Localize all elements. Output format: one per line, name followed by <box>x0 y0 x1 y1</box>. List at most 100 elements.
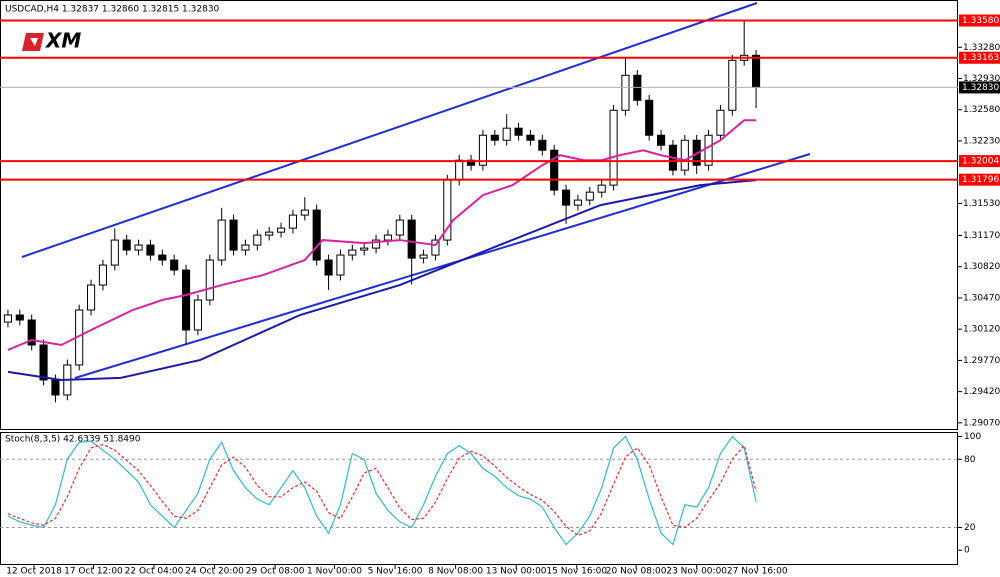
x-tick-label: 17 Oct 12:00 <box>64 567 123 577</box>
candle-body <box>502 127 511 141</box>
candle-body <box>562 189 571 206</box>
candle-body <box>585 191 594 201</box>
x-tick-label: 29 Oct 08:00 <box>246 567 305 577</box>
candle-body <box>348 249 357 256</box>
candle-body <box>3 314 12 323</box>
y-tick-label: 1.31530 <box>963 199 1000 209</box>
y-tick-label: 1.29420 <box>963 387 1000 397</box>
channel-upper <box>21 2 758 258</box>
stoch-title: Stoch(8,3,5) 42.6339 51.8490 <box>5 435 141 445</box>
candle-body <box>146 244 155 256</box>
logo: XM <box>22 29 81 53</box>
y-tick-label: 1.29070 <box>963 418 1000 428</box>
level-label: 1.33163 <box>962 53 999 63</box>
x-tick-label: 22 Oct 04:00 <box>125 567 184 577</box>
level-box <box>959 51 1000 64</box>
candle-body <box>609 109 618 186</box>
candle-body <box>716 109 725 136</box>
candle-body <box>372 239 381 249</box>
candle-body <box>538 139 547 151</box>
candle-body <box>229 219 238 251</box>
candle-body <box>490 134 499 141</box>
plot: 1.33280 1.32930 1.32580 1.32230 1.31530 1.311… <box>0 14 1000 577</box>
candle-body <box>383 234 392 241</box>
level-label: 1.32004 <box>962 157 999 167</box>
y-tick-label: 1.32580 <box>963 105 1000 115</box>
candle-body <box>324 259 333 276</box>
candle-body <box>645 99 654 136</box>
candle-body <box>98 264 107 286</box>
candle-body <box>193 299 202 331</box>
candle-body <box>205 259 214 301</box>
candle-body <box>336 254 345 276</box>
chart-title: USDCAD,H4 1.32837 1.32860 1.32815 1.3283… <box>5 5 220 15</box>
candle-body <box>110 239 119 266</box>
candle-body <box>407 219 416 259</box>
candle-body <box>419 254 428 259</box>
candle-body <box>514 127 523 136</box>
candle-body <box>27 319 36 346</box>
y-tick-label: 0 <box>964 546 970 556</box>
candle-body <box>300 209 309 216</box>
y-tick-label: 1.32930 <box>963 74 1000 84</box>
x-tick-label: 8 Nov 08:00 <box>428 567 483 577</box>
candle-body <box>217 219 226 261</box>
candle-body <box>241 244 250 251</box>
level-box <box>959 14 1000 27</box>
level-label: 1.33580 <box>962 16 999 26</box>
x-tick-label: 27 Nov 16:00 <box>727 567 788 577</box>
moving-average <box>7 119 757 351</box>
candle-body <box>431 239 440 256</box>
current-price-box <box>959 81 1000 94</box>
y-tick-label: 100 <box>964 432 981 442</box>
candle-body <box>573 199 582 206</box>
channel-lower <box>74 153 811 379</box>
y-tick-label: 1.32230 <box>963 136 1000 146</box>
price-panel-frame <box>0 0 958 430</box>
x-tick-label: 15 Nov 16:00 <box>546 567 607 577</box>
level-box <box>959 155 1000 168</box>
candle-body <box>170 259 179 271</box>
candle-body <box>134 244 143 251</box>
candle-body <box>657 134 666 146</box>
level-label: 1.31796 <box>962 175 999 185</box>
y-tick-label: 20 <box>964 523 976 533</box>
x-tick-label: 1 Nov 00:00 <box>307 567 362 577</box>
candle-body <box>158 254 167 261</box>
logo-mark-inner <box>30 38 38 46</box>
y-tick-label: 1.31170 <box>963 231 1000 241</box>
candle-body <box>597 184 606 193</box>
candle-body <box>455 159 464 181</box>
y-tick-label: 1.30820 <box>963 262 1000 272</box>
candle-body <box>395 219 404 236</box>
candle-body <box>122 239 131 251</box>
logo-text: XM <box>44 29 81 53</box>
candle-body <box>728 59 737 111</box>
candle-body <box>680 139 689 171</box>
candle-body <box>526 134 535 141</box>
candle-body <box>182 269 191 331</box>
stoch-panel-frame <box>0 432 958 565</box>
candle-body <box>360 247 369 251</box>
y-tick-label: 1.30470 <box>963 293 1000 303</box>
level-box <box>959 173 1000 186</box>
candle-body <box>478 134 487 166</box>
current-price-label: 1.32830 <box>962 83 999 93</box>
candle-body <box>621 74 630 111</box>
x-tick-label: 5 Nov 16:00 <box>368 567 423 577</box>
candle-body <box>550 149 559 191</box>
y-tick-label: 80 <box>964 455 976 465</box>
x-tick-label: 13 Nov 00:00 <box>486 567 547 577</box>
x-tick-label: 20 Nov 08:00 <box>606 567 667 577</box>
candle-body <box>277 227 286 233</box>
candle-body <box>51 379 60 396</box>
candle-body <box>265 231 274 236</box>
y-tick-label: 1.33280 <box>963 43 1000 53</box>
candle-body <box>87 284 96 311</box>
candle-body <box>312 209 321 261</box>
moving-average <box>7 179 757 381</box>
candle-body <box>704 134 713 166</box>
y-tick-label: 1.30120 <box>963 325 1000 335</box>
